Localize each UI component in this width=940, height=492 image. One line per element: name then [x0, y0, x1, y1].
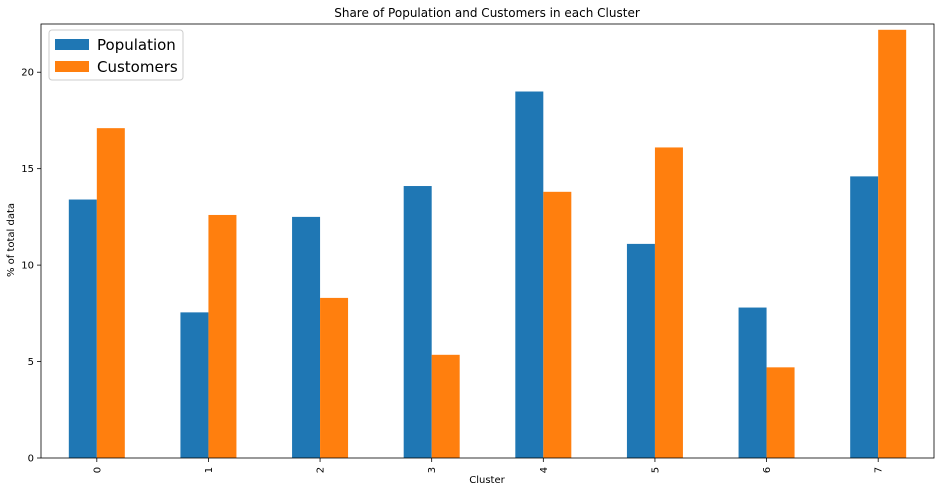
x-tick-label: 0 — [92, 467, 103, 473]
bar-customers-cluster-5 — [654, 147, 683, 458]
x-tick-label: 6 — [762, 467, 773, 473]
legend: Population Customers — [48, 29, 184, 81]
bar-population-cluster-1 — [180, 312, 209, 458]
y-axis-label: % of total data — [6, 203, 17, 277]
x-tick-label: 3 — [427, 467, 438, 473]
bar-customers-cluster-0 — [96, 128, 125, 458]
bar-population-cluster-4 — [515, 91, 544, 458]
legend-swatch-population — [55, 39, 89, 50]
bar-population-cluster-7 — [850, 176, 879, 459]
legend-label-customers: Customers — [97, 58, 178, 76]
chart-title: Share of Population and Customers in eac… — [334, 6, 640, 20]
bar-customers-cluster-7 — [878, 29, 907, 458]
bar-customers-cluster-6 — [766, 367, 795, 458]
bar-customers-cluster-4 — [543, 191, 572, 458]
bar-customers-cluster-3 — [431, 354, 460, 458]
bars-layer — [68, 29, 907, 459]
plot-frame — [40, 23, 935, 459]
y-tick-label: 15 — [21, 164, 34, 175]
y-tick-label: 5 — [28, 357, 34, 368]
x-axis-label: Cluster — [469, 475, 505, 486]
bar-customers-cluster-2 — [320, 297, 349, 458]
legend-swatch-customers — [55, 61, 89, 72]
x-tick-label: 5 — [650, 467, 661, 473]
bar-population-cluster-5 — [626, 243, 655, 458]
bar-population-cluster-3 — [403, 186, 432, 458]
y-tick-label: 20 — [21, 68, 34, 79]
bar-population-cluster-0 — [68, 199, 97, 459]
axes-layer: 0 1 2 3 4 5 6 7 0 5 10 15 20 — [21, 23, 935, 473]
bar-population-cluster-6 — [738, 307, 767, 458]
x-tick-label: 7 — [874, 467, 885, 473]
y-tick-label: 0 — [28, 454, 34, 465]
x-tick-label: 1 — [204, 467, 215, 473]
bar-customers-cluster-1 — [208, 214, 237, 458]
bar-population-cluster-2 — [292, 216, 321, 458]
y-tick-label: 10 — [21, 261, 34, 272]
x-tick-label: 2 — [316, 467, 327, 473]
x-tick-label: 4 — [539, 467, 550, 473]
legend-label-population: Population — [97, 36, 176, 54]
